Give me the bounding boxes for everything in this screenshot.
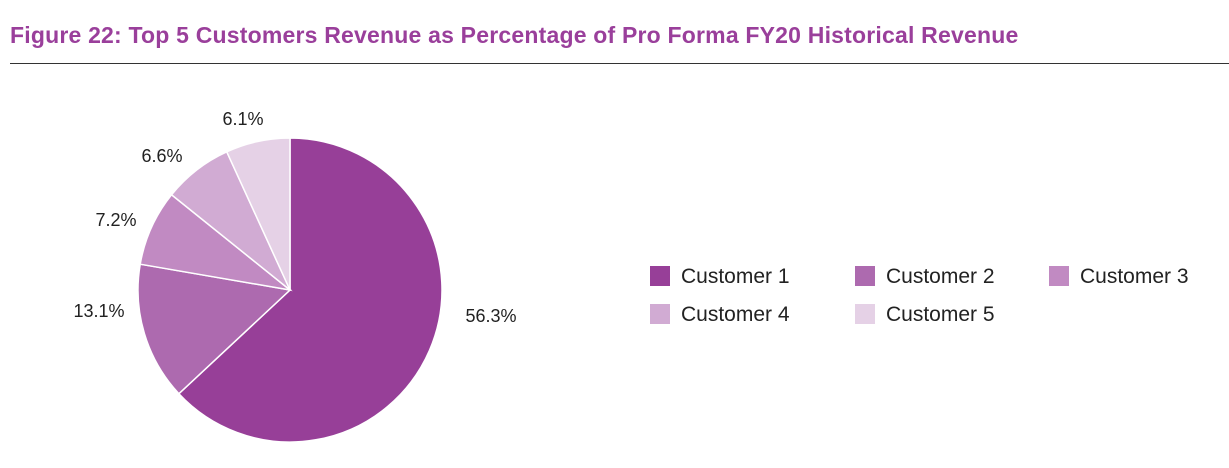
- legend-swatch: [855, 266, 875, 286]
- legend-item-customer-2: Customer 2: [855, 265, 995, 288]
- legend-item-customer-3: Customer 3: [1049, 265, 1189, 288]
- legend-label: Customer 2: [886, 265, 995, 288]
- legend-label: Customer 1: [681, 265, 790, 288]
- legend-label: Customer 4: [681, 303, 790, 326]
- chart-legend: Customer 1 Customer 2 Customer 3 Customer 4…: [650, 265, 1189, 326]
- legend-label: Customer 5: [886, 303, 995, 326]
- figure-title: Figure 22: Top 5 Customers Revenue as Pe…: [10, 22, 1019, 48]
- legend-swatch: [650, 304, 670, 324]
- legend-label: Customer 3: [1080, 265, 1189, 288]
- slice-value-label-customer-1: 56.3%: [465, 306, 516, 326]
- slice-value-label-customer-2: 13.1%: [73, 301, 124, 321]
- legend-swatch: [650, 266, 670, 286]
- slice-value-label-customer-4: 6.6%: [141, 146, 182, 166]
- legend-item-customer-4: Customer 4: [650, 303, 790, 326]
- slice-value-label-customer-3: 7.2%: [95, 210, 136, 230]
- legend-swatch: [1049, 266, 1069, 286]
- pie-slice-customer-1: [177, 137, 443, 443]
- slice-value-label-customer-5: 6.1%: [222, 109, 263, 129]
- pie-slices: [137, 137, 443, 443]
- pie-value-labels: 56.3% 13.1% 7.2% 6.6% 6.1%: [73, 109, 516, 326]
- legend-item-customer-5: Customer 5: [855, 303, 995, 326]
- legend-item-customer-1: Customer 1: [650, 265, 790, 288]
- title-divider: [10, 63, 1229, 64]
- pie-slice-customer-2: [137, 263, 292, 395]
- legend-swatch: [855, 304, 875, 324]
- pie-slice-customer-5: [225, 137, 291, 291]
